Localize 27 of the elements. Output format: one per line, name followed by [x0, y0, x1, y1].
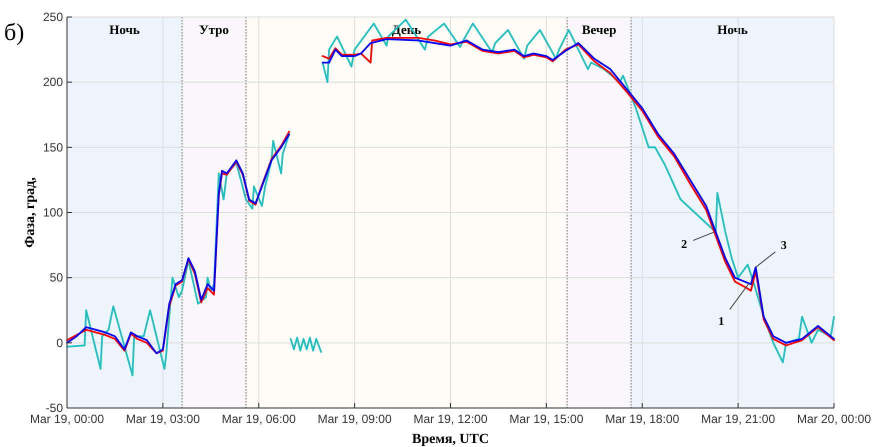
y-tick-label: 200 [42, 75, 64, 90]
x-tick-label: Mar 19, 03:00 [126, 412, 200, 426]
x-tick-label: Mar 19, 06:00 [222, 412, 296, 426]
band-label: Ночь [109, 22, 140, 37]
annotation: 2 [681, 237, 688, 252]
x-tick-label: Mar 19, 15:00 [509, 412, 584, 426]
band-label: Ночь [717, 22, 748, 37]
y-tick-label: 0 [56, 336, 64, 350]
annotation: 3 [780, 238, 787, 252]
y-tick-label: 150 [42, 140, 64, 154]
x-tick-label: Mar 19, 09:00 [318, 412, 392, 426]
x-tick-label: Mar 19, 00:00 [30, 412, 104, 426]
y-tick-label: 50 [50, 270, 64, 285]
y-tick-label: 100 [42, 206, 64, 220]
x-tick-label: Mar 19, 18:00 [605, 412, 680, 426]
annotation: 1 [718, 314, 724, 328]
x-tick-label: Mar 19, 21:00 [701, 412, 776, 426]
x-tick-label: Mar 20, 00:00 [796, 412, 872, 426]
y-tick-label: 250 [42, 10, 64, 24]
y-tick-label: -50 [46, 401, 64, 415]
x-axis-title: Время, UTC [412, 432, 490, 447]
chart-title: б) [4, 20, 24, 46]
band-label: Вечер [582, 22, 616, 37]
band-label: Утро [199, 22, 229, 37]
line-series [290, 336, 322, 353]
y-axis-title: Фаза, град, [23, 177, 38, 248]
x-tick-label: Mar 19, 12:00 [413, 412, 488, 426]
